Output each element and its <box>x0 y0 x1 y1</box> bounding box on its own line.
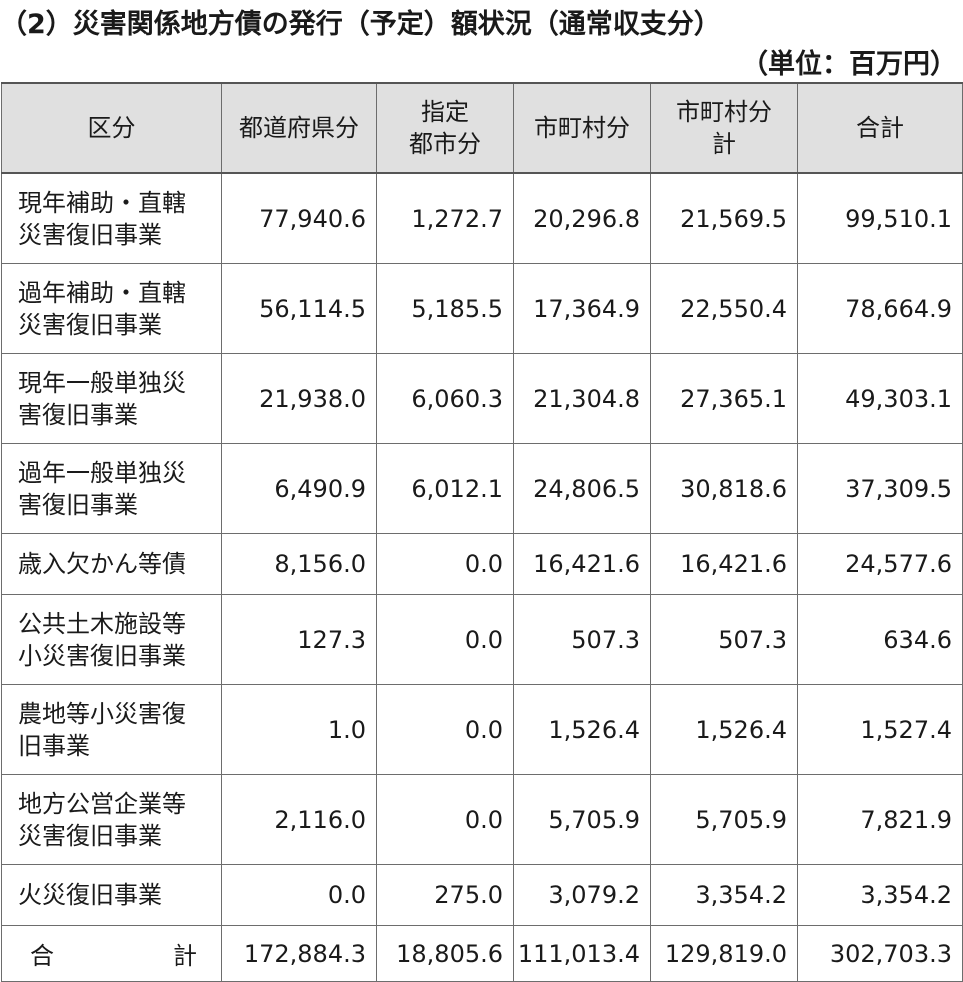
cell-value: 507.3 <box>513 594 651 685</box>
cell-value: 27,365.1 <box>650 353 798 444</box>
cell-value: 127.3 <box>221 594 377 685</box>
unit-label: （単位：百万円） <box>741 49 957 80</box>
cell-value: 275.0 <box>376 864 514 926</box>
cell-value: 21,569.5 <box>650 172 798 264</box>
row-label: 歳入欠かん等債 <box>1 533 222 595</box>
cell-value: 21,304.8 <box>513 353 651 444</box>
total-value: 172,884.3 <box>221 925 377 982</box>
cell-value: 6,490.9 <box>221 443 377 534</box>
table-row: 過年一般単独災 害復旧事業 6,490.9 6,012.1 24,806.5 30… <box>1 443 963 534</box>
cell-value: 0.0 <box>221 864 377 926</box>
header-municipality-total: 市町村分計 <box>650 82 798 174</box>
bond-issuance-table: 区分 都道府県分 指定 都市分 市町村分 市町村分計 合計 現年補助・直轄 災害復旧… <box>1 82 963 982</box>
table-row: 過年補助・直轄 災害復旧事業 56,114.5 5,185.5 17,364.9 … <box>1 263 963 354</box>
cell-value: 0.0 <box>376 594 514 685</box>
cell-value: 77,940.6 <box>221 172 377 264</box>
cell-value: 78,664.9 <box>797 263 963 354</box>
cell-value: 20,296.8 <box>513 172 651 264</box>
cell-value: 30,818.6 <box>650 443 798 534</box>
cell-value: 1,526.4 <box>650 684 798 775</box>
table-row: 公共土木施設等 小災害復旧事業 127.3 0.0 507.3 507.3 634… <box>1 594 963 685</box>
row-label: 現年一般単独災 害復旧事業 <box>1 353 222 444</box>
row-label: 現年補助・直轄 災害復旧事業 <box>1 172 222 264</box>
cell-value: 22,550.4 <box>650 263 798 354</box>
cell-value: 1.0 <box>221 684 377 775</box>
row-label: 地方公営企業等 災害復旧事業 <box>1 774 222 865</box>
cell-value: 3,354.2 <box>797 864 963 926</box>
cell-value: 8,156.0 <box>221 533 377 595</box>
cell-value: 99,510.1 <box>797 172 963 264</box>
row-label: 公共土木施設等 小災害復旧事業 <box>1 594 222 685</box>
cell-value: 0.0 <box>376 684 514 775</box>
row-label: 過年一般単独災 害復旧事業 <box>1 443 222 534</box>
header-municipality: 市町村分 <box>513 82 651 174</box>
page-title: （2）災害関係地方債の発行（予定）額状況（通常収支分） <box>0 9 721 40</box>
row-label: 過年補助・直轄 災害復旧事業 <box>1 263 222 354</box>
cell-value: 0.0 <box>376 533 514 595</box>
cell-value: 6,060.3 <box>376 353 514 444</box>
total-value: 302,703.3 <box>797 925 963 982</box>
header-grand-total: 合計 <box>797 82 963 174</box>
table-row: 歳入欠かん等債 8,156.0 0.0 16,421.6 16,421.6 24… <box>1 533 963 595</box>
cell-value: 634.6 <box>797 594 963 685</box>
table-row: 地方公営企業等 災害復旧事業 2,116.0 0.0 5,705.9 5,705.… <box>1 774 963 865</box>
cell-value: 1,272.7 <box>376 172 514 264</box>
cell-value: 3,354.2 <box>650 864 798 926</box>
table-row: 現年補助・直轄 災害復旧事業 77,940.6 1,272.7 20,296.8 … <box>1 172 963 264</box>
table-header-row: 区分 都道府県分 指定 都市分 市町村分 市町村分計 合計 <box>1 82 963 174</box>
cell-value: 5,705.9 <box>513 774 651 865</box>
cell-value: 1,526.4 <box>513 684 651 775</box>
cell-value: 507.3 <box>650 594 798 685</box>
total-value: 111,013.4 <box>513 925 651 982</box>
cell-value: 37,309.5 <box>797 443 963 534</box>
table-total-row: 合 計 172,884.3 18,805.6 111,013.4 129,819… <box>1 925 963 982</box>
header-prefecture: 都道府県分 <box>221 82 377 174</box>
cell-value: 5,185.5 <box>376 263 514 354</box>
table-row: 現年一般単独災 害復旧事業 21,938.0 6,060.3 21,304.8 2… <box>1 353 963 444</box>
cell-value: 1,527.4 <box>797 684 963 775</box>
cell-value: 0.0 <box>376 774 514 865</box>
total-value: 18,805.6 <box>376 925 514 982</box>
cell-value: 3,079.2 <box>513 864 651 926</box>
cell-value: 17,364.9 <box>513 263 651 354</box>
cell-value: 6,012.1 <box>376 443 514 534</box>
row-label: 火災復旧事業 <box>1 864 222 926</box>
header-designated-city: 指定 都市分 <box>376 82 514 174</box>
total-label: 合 計 <box>1 925 222 982</box>
table-row: 農地等小災害復 旧事業 1.0 0.0 1,526.4 1,526.4 1,527… <box>1 684 963 775</box>
cell-value: 49,303.1 <box>797 353 963 444</box>
cell-value: 5,705.9 <box>650 774 798 865</box>
total-value: 129,819.0 <box>650 925 798 982</box>
cell-value: 24,577.6 <box>797 533 963 595</box>
cell-value: 24,806.5 <box>513 443 651 534</box>
cell-value: 7,821.9 <box>797 774 963 865</box>
cell-value: 16,421.6 <box>650 533 798 595</box>
row-label: 農地等小災害復 旧事業 <box>1 684 222 775</box>
cell-value: 2,116.0 <box>221 774 377 865</box>
cell-value: 21,938.0 <box>221 353 377 444</box>
cell-value: 56,114.5 <box>221 263 377 354</box>
header-category: 区分 <box>1 82 222 174</box>
cell-value: 16,421.6 <box>513 533 651 595</box>
table-row: 火災復旧事業 0.0 275.0 3,079.2 3,354.2 3,354.2 <box>1 864 963 926</box>
